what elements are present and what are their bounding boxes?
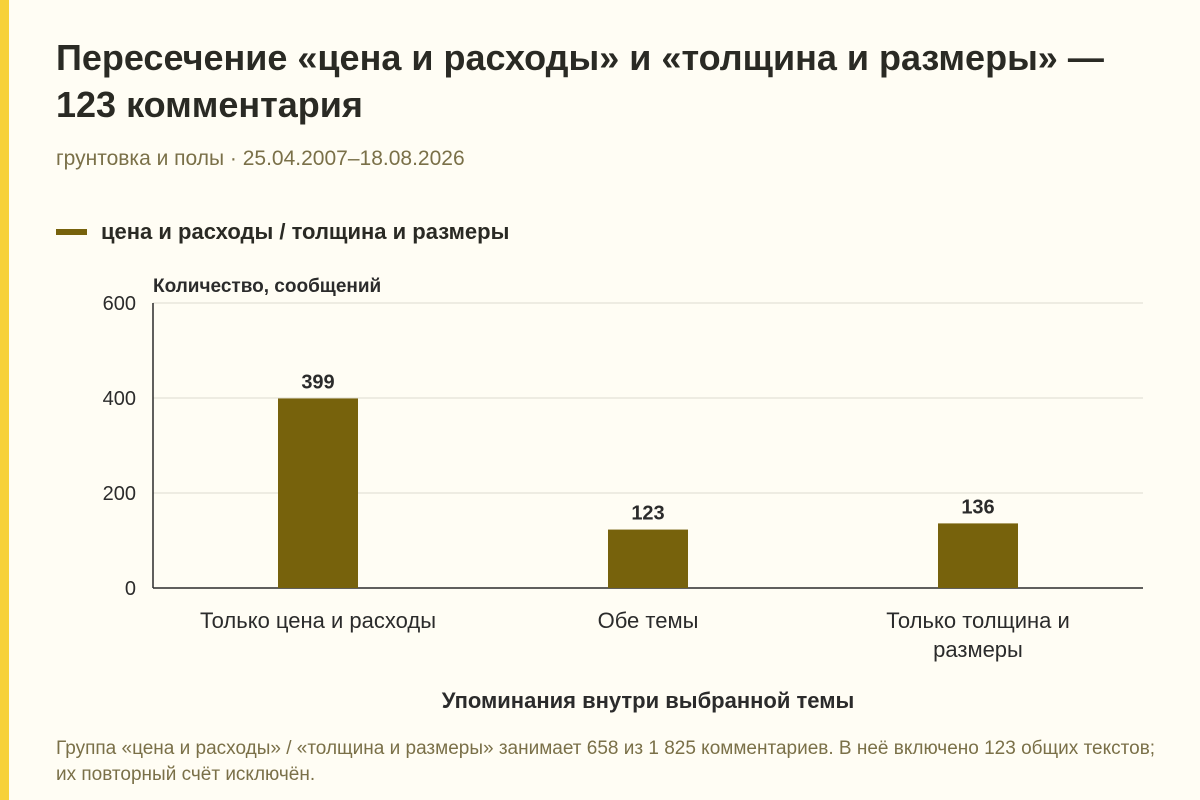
data-label: 399 [301, 371, 334, 393]
bar [608, 529, 688, 588]
bar-chart: 0 200 400 600 Количество, сообщений 399 Только… [103, 276, 1143, 713]
footnote: Группа «цена и расходы» / «толщина и раз… [56, 738, 1156, 785]
legend-swatch [56, 229, 87, 235]
x-tick-label: Только цена и расходы [200, 608, 436, 633]
accent-bar [0, 0, 9, 800]
data-label: 123 [631, 503, 664, 525]
chart-subtitle: грунтовка и полы · 25.04.2007–18.08.2026 [56, 147, 465, 170]
y-tick-label: 600 [103, 293, 136, 315]
x-tick-label: Обе темы [598, 608, 699, 633]
legend: цена и расходы / толщина и размеры [56, 219, 509, 245]
data-label: 136 [961, 496, 994, 518]
y-axis-title: Количество, сообщений [153, 276, 381, 297]
chart-title: Пересечение «цена и расходы» и «толщина … [56, 37, 1104, 125]
y-tick-label: 0 [125, 578, 136, 600]
bar [938, 523, 1018, 588]
x-tick-label: Только толщина и размеры [886, 608, 1070, 662]
legend-label: цена и расходы / толщина и размеры [101, 219, 510, 244]
bar [278, 398, 358, 588]
y-tick-label: 200 [103, 483, 136, 505]
x-axis-title: Упоминания внутри выбранной темы [442, 688, 855, 713]
y-tick-label: 400 [103, 388, 136, 410]
